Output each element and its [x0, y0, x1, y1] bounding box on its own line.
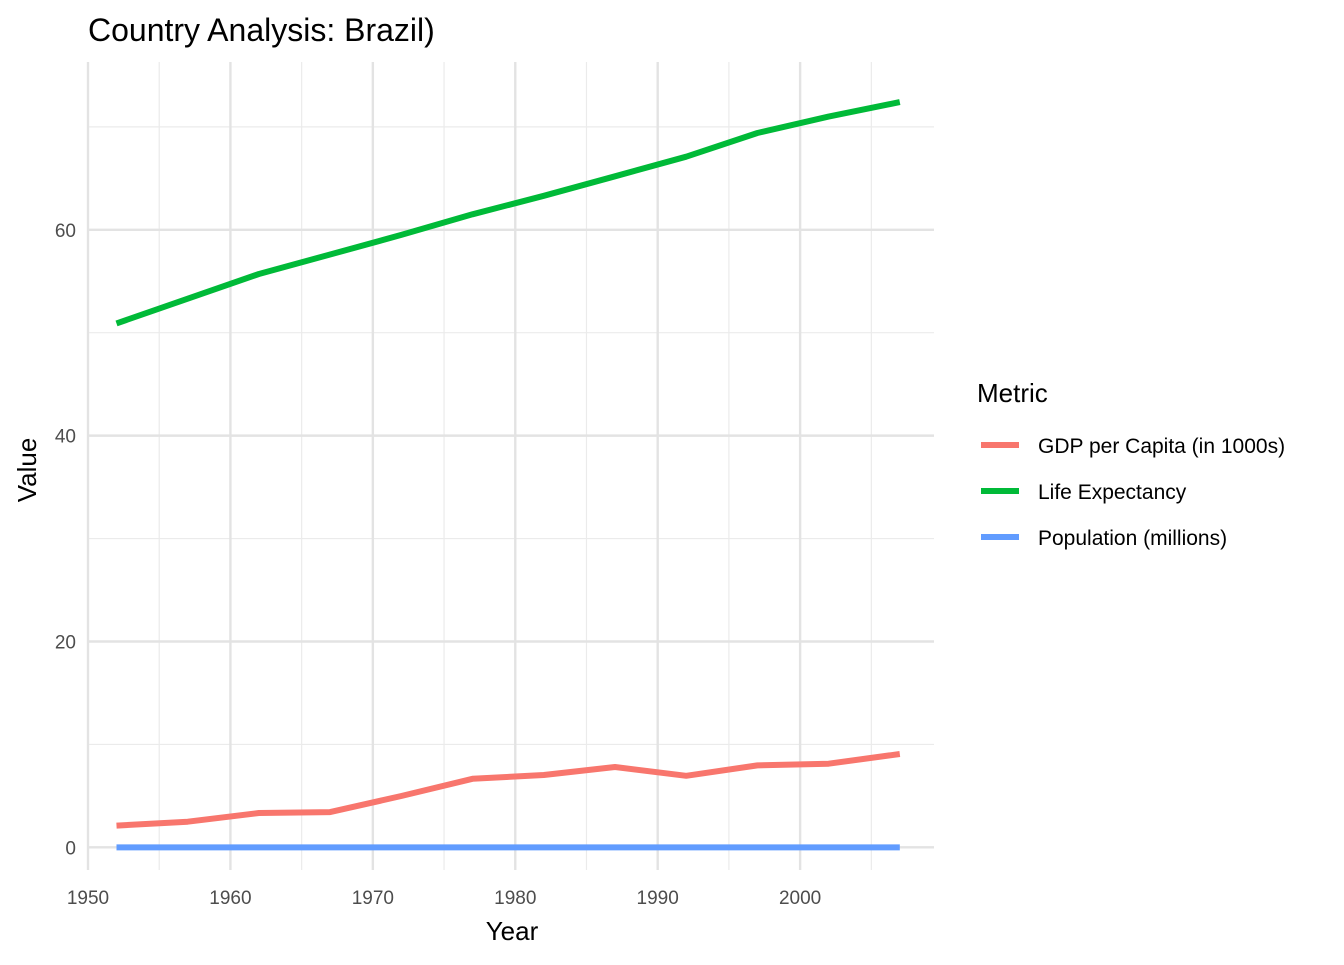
x-axis-title: Year: [486, 916, 539, 946]
gridlines: [86, 62, 934, 870]
y-tick-label: 60: [55, 221, 76, 242]
y-tick-label: 20: [55, 632, 76, 653]
series-line-life-expectancy: [115, 99, 901, 327]
y-tick-label: 40: [55, 427, 76, 448]
legend-title: Metric: [977, 378, 1048, 408]
legend-label-life-expectancy: Life Expectancy: [1038, 481, 1187, 504]
series-lines: [115, 99, 901, 851]
x-tick-label: 1960: [209, 888, 251, 909]
y-axis-title: Value: [12, 438, 42, 503]
x-tick-label: 1980: [494, 888, 536, 909]
x-tick-label: 2000: [779, 888, 821, 909]
legend-label-population-millions: Population (millions): [1038, 527, 1227, 550]
x-tick-label: 1970: [352, 888, 394, 909]
x-tick-label: 1950: [67, 888, 109, 909]
legend-label-gdp-per-capita-in-1000s: GDP per Capita (in 1000s): [1038, 435, 1285, 458]
x-tick-label: 1990: [637, 888, 679, 909]
series-line-gdp-per-capita-in-1000s: [116, 751, 901, 829]
axes: 0 20 40 60 1950 1960 1970 1980 1990 2000: [55, 221, 821, 909]
y-tick-label: 0: [65, 838, 76, 859]
legend: Metric GDP per Capita (in 1000s) Life Expe…: [977, 378, 1285, 550]
chart-title: Country Analysis: Brazil): [88, 12, 435, 48]
